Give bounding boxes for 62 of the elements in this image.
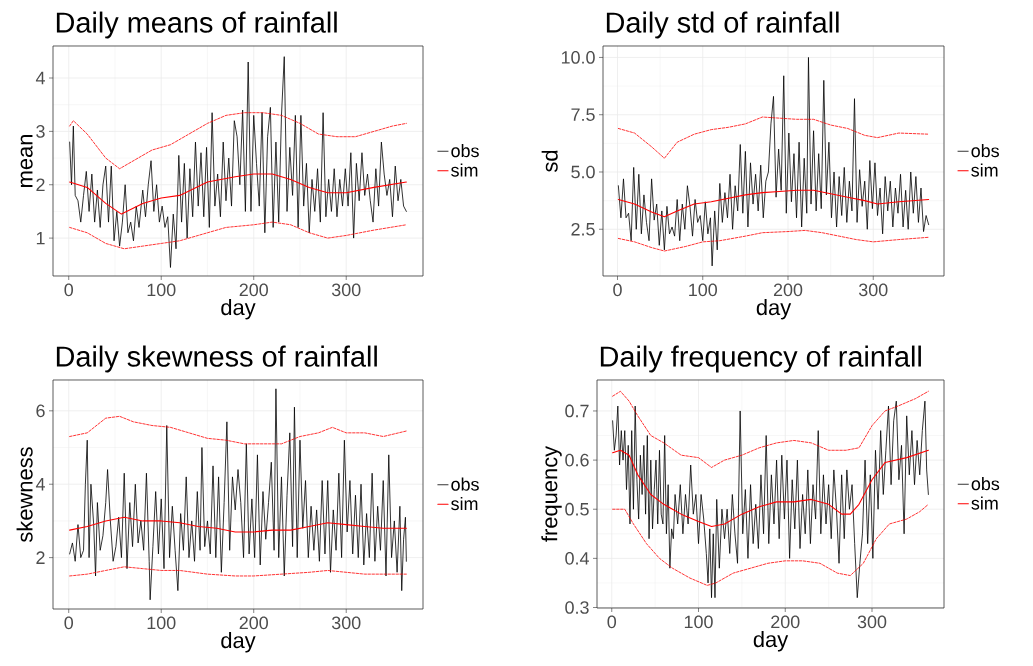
x-tick-label: 100 [147,283,176,297]
x-tick-label: 0 [64,283,74,297]
line-series [612,400,929,599]
x-tick-label: 100 [684,615,713,629]
x-tick-label: 0 [613,283,622,297]
y-tick-label: 2 [36,178,45,191]
x-axis-title: day [753,631,789,652]
x-tick-label: 100 [689,283,718,297]
y-tick-label: 3 [36,125,45,138]
y-axis-title: skewness [16,447,33,543]
y-tick-label: 10.0 [561,51,595,64]
chart-title: Daily means of rainfall [56,11,337,39]
x-axis-title: day [221,299,256,320]
y-tick-label: 6 [36,404,45,418]
y-tick-label: 7.5 [571,108,595,121]
line-series [617,57,930,267]
y-tick-label: 2.5 [571,222,595,236]
line-series [69,173,407,215]
chart-title: Daily skewness of rainfall [56,345,377,373]
x-tick-label: 300 [331,616,361,630]
line-series [69,56,407,268]
y-tick-label: 0.5 [565,502,589,516]
legend-label: sim [451,496,478,511]
x-tick-label: 300 [331,283,361,297]
x-tick-label: 200 [239,616,268,630]
x-tick-label: 300 [857,615,887,629]
legend-label: sim [971,496,998,510]
y-tick-label: 0.7 [565,404,589,418]
x-tick-label: 0 [64,616,74,630]
y-tick-label: 4 [35,71,45,85]
x-tick-label: 300 [858,283,888,297]
legend-label: obs [451,477,479,491]
legend-label: obs [971,477,1000,491]
y-tick-label: 0.3 [565,601,589,614]
y-tick-label: 0.6 [565,453,589,467]
x-tick-label: 0 [607,615,617,629]
line-series [612,390,929,468]
x-axis-title: day [221,632,256,653]
y-tick-label: 5.0 [571,165,595,179]
legend-label: obs [971,144,999,158]
line-series [617,116,930,159]
line-series [617,230,930,252]
legend-label: sim [451,163,478,177]
y-tick-label: 2 [36,551,45,564]
x-tick-label: 100 [147,616,176,630]
line-series [69,516,407,533]
line-series [69,388,407,601]
chart-title: Daily std of rainfall [606,11,839,39]
x-tick-label: 200 [773,283,803,297]
y-tick-label: 0.4 [565,552,589,565]
y-axis-title: mean [20,135,33,187]
legend-label: obs [451,144,479,158]
y-tick-label: 1 [36,231,45,245]
chart-title: Daily frequency of rainfall [600,345,921,373]
x-axis-title: day [756,299,792,320]
line-series [612,449,929,527]
x-tick-label: 200 [239,283,268,297]
legend-label: sim [971,163,998,177]
y-tick-label: 4 [35,478,45,491]
x-tick-label: 200 [771,615,800,629]
y-axis-title: frequency [541,445,562,542]
y-axis-title: sd [541,150,558,172]
